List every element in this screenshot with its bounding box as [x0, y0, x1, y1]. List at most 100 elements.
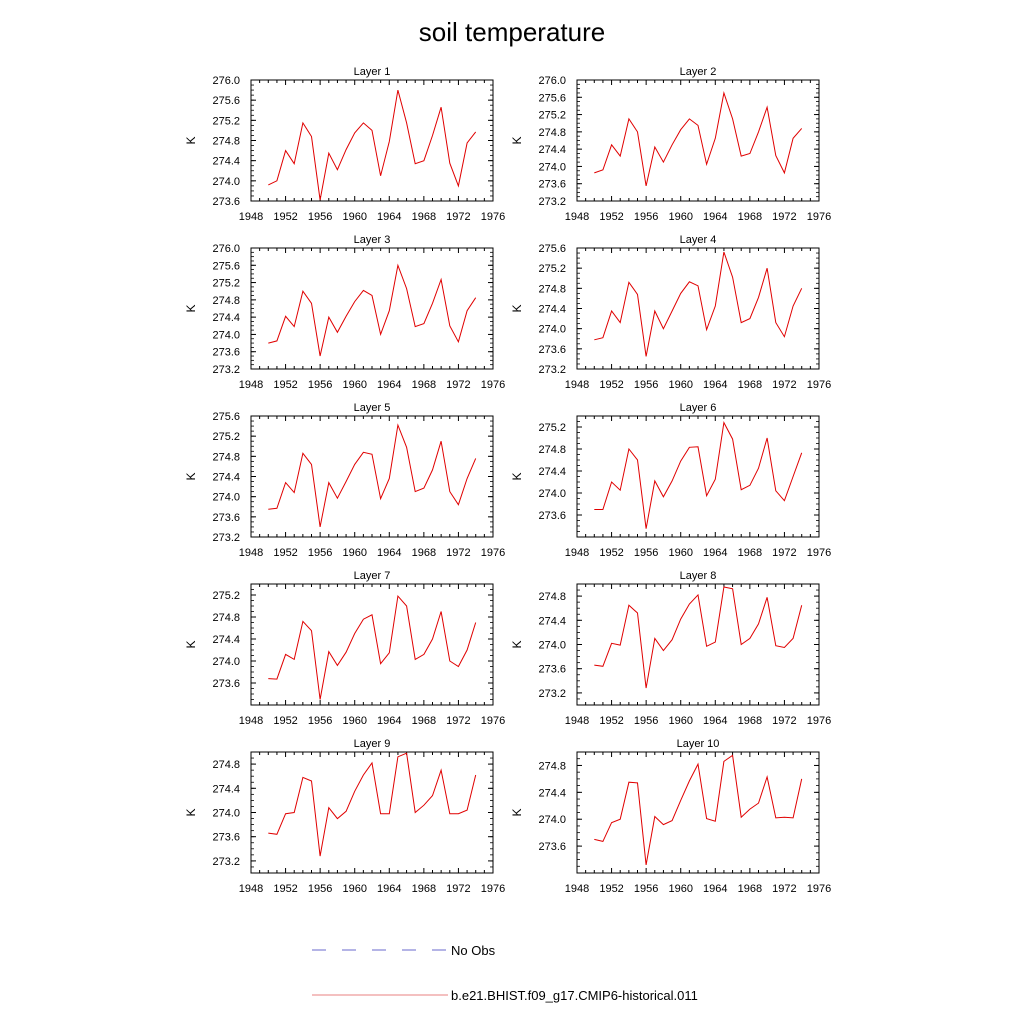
y-tick-label: 273.6 — [538, 179, 566, 191]
y-tick-label: 273.6 — [212, 512, 240, 524]
y-tick-label: 273.6 — [212, 678, 240, 690]
x-tick-label: 1956 — [308, 715, 332, 727]
x-tick-label: 1952 — [599, 547, 623, 559]
x-tick-label: 1976 — [807, 715, 831, 727]
x-tick-label: 1976 — [807, 547, 831, 559]
x-tick-label: 1960 — [342, 211, 366, 223]
x-tick-label: 1960 — [668, 715, 692, 727]
panel-title: Layer 2 — [680, 66, 717, 78]
y-tick-label: 273.2 — [538, 688, 566, 700]
y-tick-label: 275.2 — [538, 263, 566, 275]
figure-title: soil temperature — [419, 17, 605, 47]
x-tick-label: 1948 — [239, 883, 263, 895]
x-tick-label: 1964 — [703, 883, 727, 895]
x-tick-label: 1976 — [481, 379, 505, 391]
x-tick-label: 1952 — [599, 715, 623, 727]
y-tick-label: 274.8 — [212, 295, 240, 307]
panel-layer-10: Layer 10 K 1948 1952 1956 1960 1964 1968 1972 197… — [510, 738, 831, 895]
y-tick-label: 275.6 — [212, 260, 240, 272]
y-tick-label: 274.4 — [538, 615, 566, 627]
x-tick-label: 1952 — [273, 547, 297, 559]
x-tick-label: 1948 — [239, 211, 263, 223]
y-tick-label: 274.0 — [538, 640, 566, 652]
y-tick-label: 274.0 — [538, 814, 566, 826]
series-line-model-run — [594, 251, 803, 357]
y-tick-label: 275.6 — [538, 92, 566, 104]
y-tick-label: 273.6 — [538, 841, 566, 853]
y-tick-label: 275.2 — [212, 431, 240, 443]
y-tick-label: 274.8 — [538, 760, 566, 772]
y-tick-label: 275.2 — [212, 590, 240, 602]
plot-frame — [576, 751, 820, 874]
plot-frame — [576, 415, 820, 538]
x-tick-label: 1968 — [738, 211, 762, 223]
x-tick-label: 1956 — [308, 547, 332, 559]
x-tick-label: 1960 — [668, 379, 692, 391]
x-tick-label: 1952 — [273, 211, 297, 223]
series-line-model-run — [594, 586, 803, 689]
y-axis-label: K — [184, 472, 198, 480]
y-tick-label: 274.8 — [212, 451, 240, 463]
x-tick-label: 1964 — [703, 379, 727, 391]
panel-layer-3: Layer 3 K 1948 1952 1956 1960 1964 1968 1972 1976… — [184, 234, 505, 391]
y-axis-label: K — [510, 808, 524, 816]
series-line-model-run — [268, 752, 477, 857]
panel-title: Layer 1 — [354, 66, 391, 78]
series-line-model-run — [268, 423, 477, 527]
y-tick-label: 273.2 — [538, 196, 566, 208]
plot-frame — [576, 247, 820, 370]
x-tick-label: 1956 — [634, 715, 658, 727]
y-axis-label: K — [510, 472, 524, 480]
x-tick-label: 1964 — [703, 211, 727, 223]
plot-frame — [250, 415, 494, 538]
x-tick-label: 1956 — [308, 379, 332, 391]
x-tick-label: 1960 — [668, 883, 692, 895]
x-tick-label: 1952 — [273, 379, 297, 391]
y-tick-label: 273.2 — [212, 856, 240, 868]
x-tick-label: 1956 — [634, 547, 658, 559]
x-tick-label: 1976 — [807, 379, 831, 391]
x-tick-label: 1972 — [446, 379, 470, 391]
x-tick-label: 1976 — [481, 715, 505, 727]
series-line-model-run — [268, 594, 477, 700]
y-axis-label: K — [510, 136, 524, 144]
x-tick-label: 1968 — [738, 715, 762, 727]
panel-layer-7: Layer 7 K 1948 1952 1956 1960 1964 1968 1972 1976… — [184, 570, 505, 727]
y-tick-label: 274.8 — [538, 283, 566, 295]
series-line-model-run — [268, 89, 477, 201]
y-tick-label: 274.0 — [212, 808, 240, 820]
panel-title: Layer 4 — [680, 234, 717, 246]
x-tick-label: 1952 — [273, 715, 297, 727]
y-tick-label: 275.2 — [212, 278, 240, 290]
x-tick-label: 1948 — [565, 883, 589, 895]
panel-title: Layer 7 — [354, 570, 391, 582]
x-tick-label: 1964 — [377, 379, 401, 391]
x-tick-label: 1964 — [703, 547, 727, 559]
y-tick-label: 273.6 — [212, 832, 240, 844]
y-tick-label: 274.4 — [538, 466, 566, 478]
y-axis-label: K — [184, 304, 198, 312]
series-line-model-run — [594, 754, 803, 865]
x-tick-label: 1972 — [446, 211, 470, 223]
y-tick-label: 274.8 — [538, 127, 566, 139]
y-tick-label: 275.2 — [538, 110, 566, 122]
panel-title: Layer 3 — [354, 234, 391, 246]
x-tick-label: 1960 — [668, 547, 692, 559]
y-tick-label: 274.4 — [212, 472, 240, 484]
y-tick-label: 276.0 — [538, 75, 566, 87]
x-tick-label: 1976 — [481, 547, 505, 559]
x-tick-label: 1948 — [239, 379, 263, 391]
y-tick-label: 276.0 — [212, 75, 240, 87]
y-axis-label: K — [510, 640, 524, 648]
x-tick-label: 1948 — [565, 547, 589, 559]
x-tick-label: 1964 — [377, 715, 401, 727]
y-tick-label: 274.4 — [538, 304, 566, 316]
panel-layer-9: Layer 9 K 1948 1952 1956 1960 1964 1968 1972 1976… — [184, 738, 505, 895]
y-tick-label: 275.6 — [538, 243, 566, 255]
series-line-model-run — [594, 91, 803, 187]
y-tick-label: 274.0 — [212, 492, 240, 504]
x-tick-label: 1964 — [377, 883, 401, 895]
x-tick-label: 1968 — [738, 547, 762, 559]
legend: No Obs b.e21.BHIST.f09_g17.CMIP6-histori… — [312, 943, 698, 1003]
